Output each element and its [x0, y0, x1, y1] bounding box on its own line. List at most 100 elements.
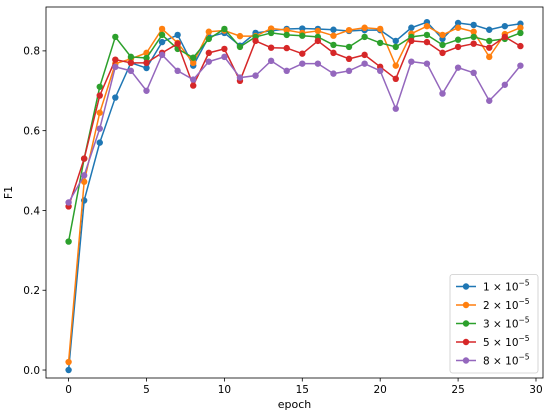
legend-box	[449, 274, 539, 374]
data-point	[205, 58, 213, 65]
data-point	[486, 44, 493, 51]
legend: 1 × 10−5 2 × 10−5 3 × 10−5 5 × 10−5 8 × 10−5	[449, 274, 539, 374]
data-point	[392, 62, 399, 69]
data-point	[80, 178, 88, 185]
data-point	[361, 60, 368, 67]
legend-item: 3 × 10−5	[456, 315, 530, 330]
data-point	[454, 64, 462, 71]
data-point	[408, 58, 415, 65]
data-point	[330, 26, 337, 33]
data-point	[174, 40, 181, 47]
data-point	[112, 94, 119, 101]
data-point	[236, 74, 244, 81]
data-point	[408, 37, 415, 45]
data-point	[127, 53, 135, 61]
data-point	[392, 75, 399, 83]
x-tick-label: 15	[296, 384, 309, 396]
data-point	[439, 90, 446, 97]
x-axis-label: epoch	[278, 398, 312, 411]
series-3e2	[65, 25, 524, 245]
data-point	[376, 25, 384, 33]
x-tick-label: 25	[451, 384, 464, 396]
data-point	[423, 38, 431, 46]
data-point	[330, 32, 337, 39]
data-point	[361, 24, 368, 31]
data-point	[112, 33, 119, 41]
series-line	[67, 28, 521, 242]
legend-marker	[462, 320, 470, 327]
data-point	[267, 57, 275, 65]
data-point	[221, 53, 228, 61]
data-point	[345, 43, 353, 51]
data-point	[143, 59, 150, 67]
data-point	[345, 67, 353, 75]
data-point	[143, 87, 150, 94]
data-point	[501, 33, 509, 41]
data-point	[283, 26, 290, 34]
axes-frame	[45, 6, 544, 379]
data-point	[454, 36, 462, 43]
data-point	[96, 139, 103, 146]
series-line	[67, 36, 521, 207]
data-point	[314, 60, 322, 67]
data-point	[96, 92, 103, 99]
data-point	[112, 63, 119, 71]
data-point	[252, 72, 259, 79]
data-point	[80, 155, 88, 162]
x-tick-label: 20	[374, 384, 387, 396]
data-point	[486, 37, 493, 45]
data-point	[158, 25, 166, 33]
data-point	[158, 51, 166, 59]
data-point	[470, 69, 477, 77]
data-point	[299, 32, 306, 39]
data-point	[486, 53, 493, 61]
y-tick-label: 0.0	[23, 365, 40, 377]
data-point	[439, 49, 446, 57]
data-point	[190, 76, 197, 83]
data-point	[283, 31, 290, 39]
data-point	[96, 109, 103, 116]
data-point	[423, 22, 431, 30]
data-point	[345, 26, 353, 34]
legend-marker	[462, 301, 470, 309]
series-line	[67, 54, 521, 203]
data-point	[345, 55, 353, 63]
data-point	[112, 56, 119, 63]
data-point	[486, 26, 493, 33]
data-point	[376, 67, 384, 75]
data-point	[517, 62, 524, 69]
data-point	[392, 105, 399, 112]
data-point	[501, 22, 509, 30]
data-point	[314, 37, 322, 45]
data-point	[501, 81, 509, 88]
data-point	[392, 37, 399, 45]
data-point	[330, 49, 337, 57]
data-point	[470, 40, 477, 47]
y-axis-label: F1	[2, 186, 15, 199]
data-point	[486, 97, 493, 104]
data-point	[454, 24, 462, 31]
data-point	[392, 43, 399, 51]
x-tick-label: 5	[143, 384, 150, 396]
legend-label: 8 × 10−5	[483, 352, 530, 367]
data-point	[221, 25, 228, 33]
legend-label: 1 × 10−5	[483, 278, 530, 293]
legend-item: 1 × 10−5	[456, 278, 530, 293]
data-point	[423, 31, 431, 39]
data-point	[127, 67, 135, 75]
data-point	[205, 28, 213, 35]
x-tick-label: 0	[65, 384, 72, 396]
legend-marker	[462, 338, 470, 346]
data-point	[65, 366, 72, 374]
data-point	[330, 41, 337, 49]
data-point	[470, 28, 477, 35]
data-point	[143, 64, 150, 72]
data-point	[361, 51, 368, 59]
data-point	[314, 27, 322, 35]
data-point	[236, 43, 244, 51]
data-point	[267, 25, 275, 32]
data-point	[65, 199, 72, 206]
series-8e4	[65, 51, 524, 206]
legend-item: 8 × 10−5	[456, 352, 530, 367]
data-point	[517, 42, 524, 50]
